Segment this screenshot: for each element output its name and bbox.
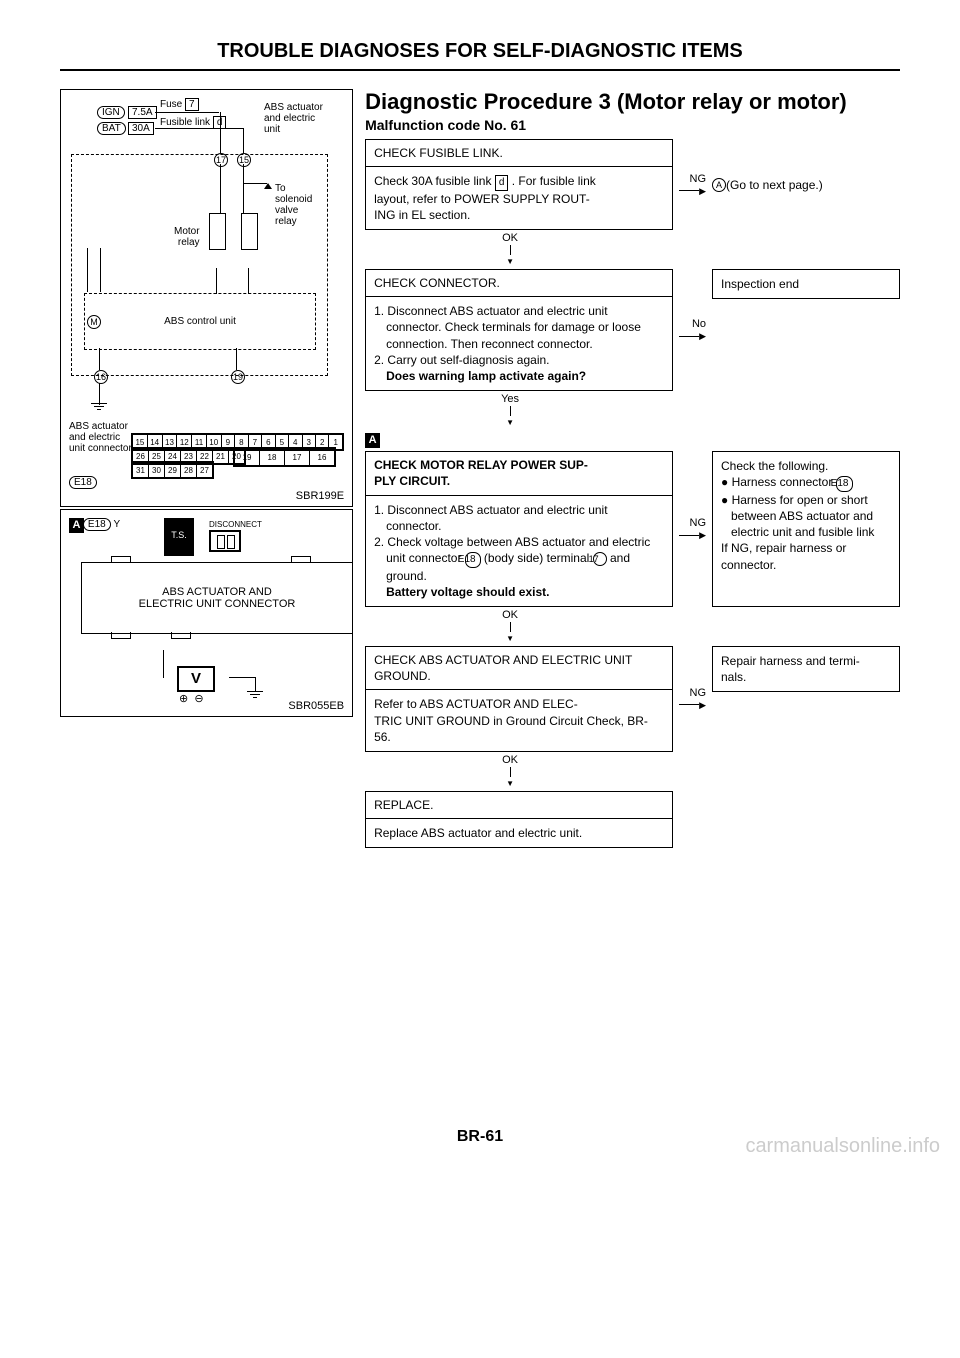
figure2-badge: A — [69, 518, 84, 533]
pin17: 17 — [214, 153, 228, 167]
figure-connector: A T.S. DISCONNECT ABS ACTUATOR AND ELECT… — [60, 509, 353, 717]
step5-head: REPLACE. — [366, 792, 672, 819]
figure-circuit: IGN BAT 7.5A 30A Fuse 7 Fusible link d A… — [60, 89, 353, 507]
step4-arrow-down: OK — [502, 754, 518, 789]
step1-arrow-down: OK — [502, 232, 518, 267]
procedure-subtitle: Malfunction code No. 61 — [365, 117, 900, 133]
step2-arrow-right: No — [679, 269, 706, 391]
abs-act-text: ABS actuator and electric unit — [264, 102, 323, 135]
control-unit-text: ABS control unit — [164, 316, 236, 327]
ts-icon: T.S. — [164, 518, 194, 556]
figure1-code: SBR199E — [296, 490, 344, 502]
pin16: 16 — [94, 370, 108, 384]
step2-box: CHECK CONNECTOR. 1. Disconnect ABS actua… — [365, 269, 673, 391]
pin-table-bot: 3130292827 — [132, 462, 213, 478]
right-column: Diagnostic Procedure 3 (Motor relay or m… — [365, 89, 900, 848]
pin15: 15 — [237, 153, 251, 167]
step2-head: CHECK CONNECTOR. — [366, 270, 672, 297]
bat-label: BAT — [97, 122, 126, 135]
step2-arrow-down: Yes — [501, 393, 519, 428]
fuse30: 30A — [128, 122, 154, 135]
e18-label: E18 — [69, 476, 97, 489]
step3-arrow-right: NG — [679, 451, 706, 607]
y-label: Y — [113, 519, 120, 530]
page-header: TROUBLE DIAGNOSES FOR SELF-DIAGNOSTIC IT… — [60, 40, 900, 71]
content-columns: IGN BAT 7.5A 30A Fuse 7 Fusible link d A… — [60, 89, 900, 848]
motor-relay-text: Motor relay — [174, 226, 200, 248]
pin19: 19 — [231, 370, 245, 384]
step3-box: CHECK MOTOR RELAY POWER SUP- PLY CIRCUIT… — [365, 451, 673, 607]
conn-label-text: ABS actuator and electric unit connector — [69, 421, 132, 454]
step4-arrow-right: NG — [679, 646, 706, 752]
step3-badge: A — [365, 433, 380, 448]
figure2-code: SBR055EB — [288, 700, 344, 712]
disconnect-icon: DISCONNECT — [209, 520, 262, 552]
step1-right-text: A (Go to next page.) — [712, 139, 823, 230]
pin-table-big: 19181716 — [234, 448, 335, 466]
step3-arrow-down: OK — [502, 609, 518, 644]
step3-head: CHECK MOTOR RELAY POWER SUP- PLY CIRCUIT… — [374, 458, 588, 488]
solenoid-text: To solenoid valve relay — [275, 183, 312, 227]
step3-right-box: Check the following. ● Harness connector… — [712, 451, 900, 607]
step2-right-box: Inspection end — [712, 269, 900, 299]
fuse-text: Fuse 7 — [160, 98, 199, 111]
step5-box: REPLACE. Replace ABS actuator and electr… — [365, 791, 673, 848]
step4-head: CHECK ABS ACTUATOR AND ELECTRIC UNIT GRO… — [366, 647, 672, 690]
step4-box: CHECK ABS ACTUATOR AND ELECTRIC UNIT GRO… — [365, 646, 673, 752]
left-column: IGN BAT 7.5A 30A Fuse 7 Fusible link d A… — [60, 89, 353, 848]
fuse75: 7.5A — [128, 106, 157, 119]
voltmeter: V — [177, 666, 215, 692]
watermark: carmanualsonline.info — [745, 1135, 940, 1158]
step1-head: CHECK FUSIBLE LINK. — [366, 140, 672, 167]
step4-right-box: Repair harness and termi- nals. — [712, 646, 900, 692]
step1-box: CHECK FUSIBLE LINK. Check 30A fusible li… — [365, 139, 673, 230]
step1-arrow-right: NG — [679, 139, 706, 230]
ign-label: IGN — [97, 106, 125, 119]
figure2-e18: E18 — [83, 518, 111, 531]
connector-box: ABS ACTUATOR AND ELECTRIC UNIT CONNECTOR — [81, 562, 353, 634]
procedure-title: Diagnostic Procedure 3 (Motor relay or m… — [365, 89, 900, 115]
m-label: M — [87, 315, 101, 329]
